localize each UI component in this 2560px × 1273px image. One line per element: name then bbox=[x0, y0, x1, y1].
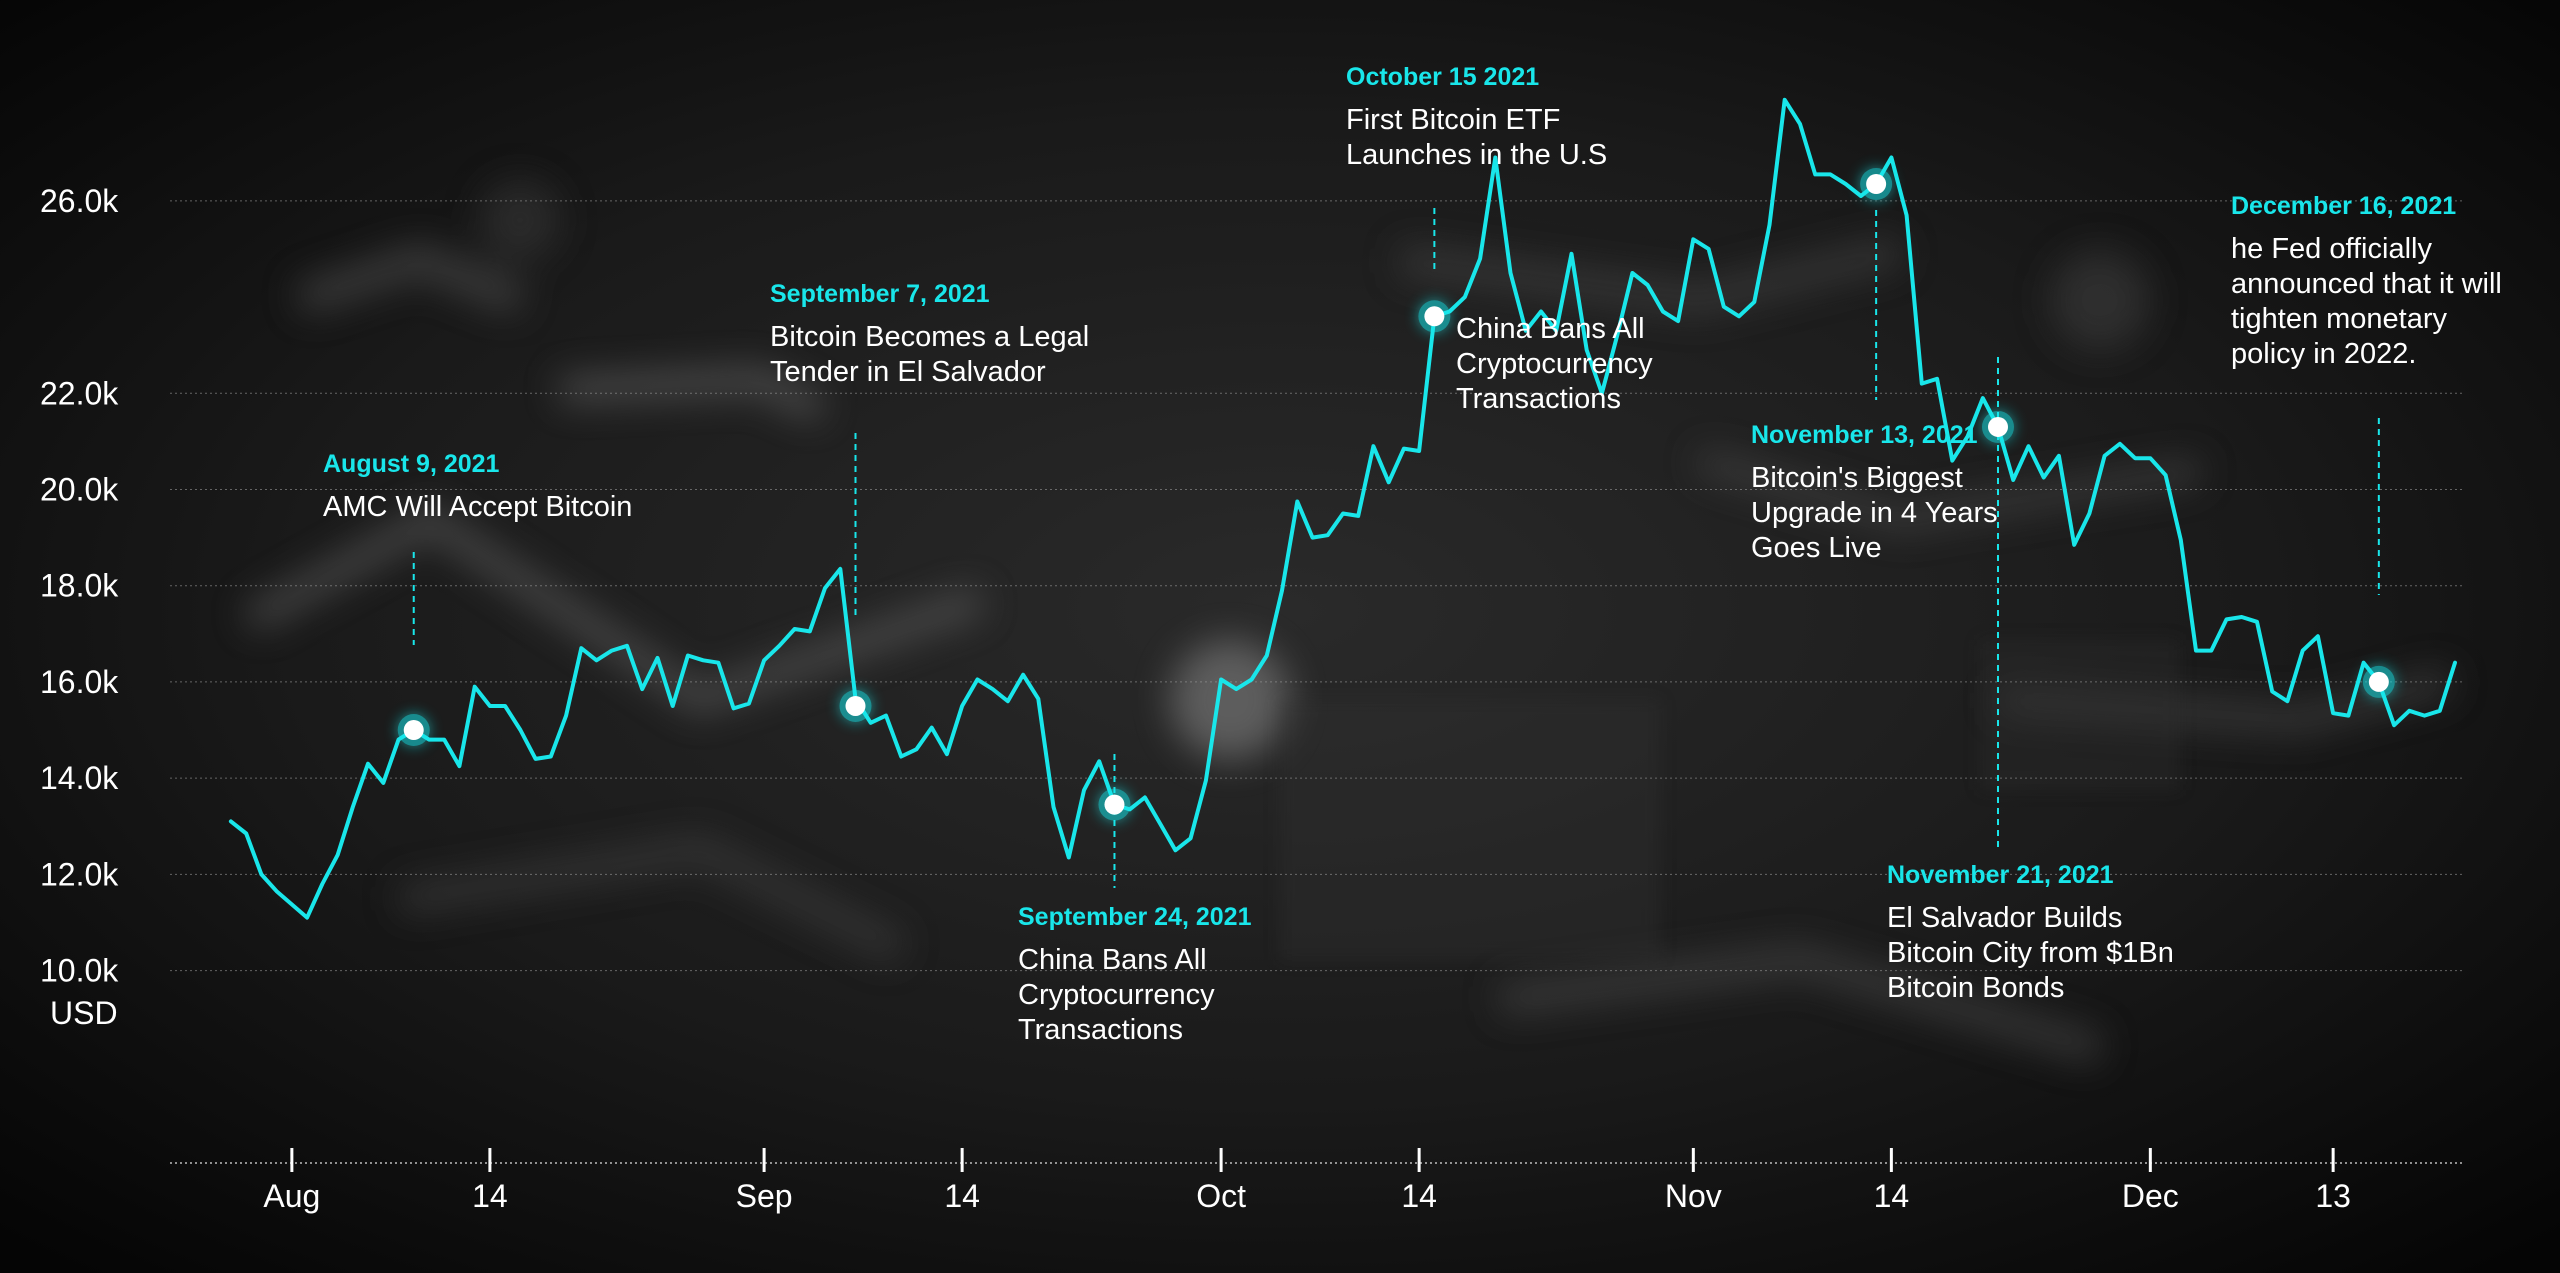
x-tick-label: Oct bbox=[1196, 1178, 1246, 1214]
annotation-date: November 13, 2021 bbox=[1751, 421, 1978, 449]
annotation-text: Bitcoin's Biggest bbox=[1751, 462, 1963, 494]
x-tick-label: Aug bbox=[263, 1178, 320, 1214]
gridlines bbox=[170, 200, 2465, 972]
annotation-marker bbox=[2368, 671, 2389, 692]
annotation-date: October 15 2021 bbox=[1346, 63, 1539, 91]
annotation-marker bbox=[845, 695, 866, 716]
x-axis: Aug 14 Sep 14 Oct 14 Nov 14 Dec 13 bbox=[170, 1148, 2465, 1214]
y-axis: 10.0k 12.0k 14.0k 16.0k 18.0k 20.0k 22.0k 26.0k bbox=[40, 183, 119, 989]
x-tick-label: 14 bbox=[1401, 1178, 1437, 1214]
y-tick-label: 22.0k bbox=[40, 375, 119, 411]
annotation-text: Transactions bbox=[1018, 1014, 1183, 1046]
y-tick-label: 10.0k bbox=[40, 953, 119, 989]
x-tick-label: 14 bbox=[944, 1178, 980, 1214]
annotation-text: El Salvador Builds bbox=[1887, 902, 2122, 934]
annotation-markers bbox=[397, 168, 2395, 821]
x-tick-label: Nov bbox=[1665, 1178, 1722, 1214]
annotation-text: Tender in El Salvador bbox=[770, 356, 1046, 388]
annotation-marker bbox=[1866, 174, 1887, 194]
x-tick-label: 14 bbox=[472, 1178, 508, 1214]
y-tick-label: 20.0k bbox=[40, 471, 119, 507]
annotation-text: China Bans All bbox=[1456, 313, 1645, 345]
y-axis-unit-label: USD bbox=[50, 995, 118, 1031]
y-tick-label: 14.0k bbox=[40, 760, 119, 796]
annotation-date: August 9, 2021 bbox=[323, 450, 500, 478]
annotation-marker bbox=[1988, 416, 2008, 437]
annotation-text: tighten monetary bbox=[2231, 303, 2448, 335]
y-tick-label: 18.0k bbox=[40, 568, 119, 604]
annotation-labels: August 9, 2021 AMC Will Accept Bitcoin Sep… bbox=[323, 63, 2502, 1046]
annotation-date: November 21, 2021 bbox=[1887, 861, 2114, 889]
annotation-marker bbox=[1104, 794, 1125, 815]
x-tick-label: 13 bbox=[2315, 1178, 2351, 1214]
annotation-text: Cryptocurrency bbox=[1018, 979, 1215, 1011]
annotation-text: he Fed officially bbox=[2231, 233, 2432, 265]
y-tick-label: 12.0k bbox=[40, 856, 119, 892]
annotation-text: First Bitcoin ETF bbox=[1346, 104, 1560, 136]
annotation-text: policy in 2022. bbox=[2231, 338, 2416, 370]
annotation-text: Bitcoin Becomes a Legal bbox=[770, 321, 1089, 353]
annotation-text: Transactions bbox=[1456, 383, 1621, 415]
annotation-date: December 16, 2021 bbox=[2231, 192, 2456, 220]
annotation-text: announced that it will bbox=[2231, 268, 2502, 300]
annotation-text: China Bans All bbox=[1018, 944, 1207, 976]
x-tick-label: Sep bbox=[736, 1178, 793, 1214]
x-tick-label: 14 bbox=[1874, 1178, 1910, 1214]
annotation-text: Cryptocurrency bbox=[1456, 348, 1653, 380]
annotation-text: Upgrade in 4 Years bbox=[1751, 497, 1998, 529]
annotation-text: Bitcoin City from $1Bn bbox=[1887, 937, 2174, 969]
annotation-marker bbox=[403, 720, 424, 741]
x-tick-label: Dec bbox=[2122, 1178, 2179, 1214]
y-tick-label: 16.0k bbox=[40, 664, 119, 700]
annotation-text: AMC Will Accept Bitcoin bbox=[323, 491, 632, 523]
annotation-marker bbox=[1424, 306, 1445, 327]
annotation-date: September 24, 2021 bbox=[1018, 903, 1252, 931]
annotation-text: Bitcoin Bonds bbox=[1887, 972, 2064, 1004]
annotation-text: Goes Live bbox=[1751, 532, 1882, 564]
annotation-date: September 7, 2021 bbox=[770, 280, 990, 308]
annotation-leaders bbox=[412, 208, 2380, 888]
annotation-text: Launches in the U.S bbox=[1346, 139, 1607, 171]
price-series-line bbox=[228, 97, 2457, 920]
y-tick-label: 26.0k bbox=[40, 183, 119, 219]
